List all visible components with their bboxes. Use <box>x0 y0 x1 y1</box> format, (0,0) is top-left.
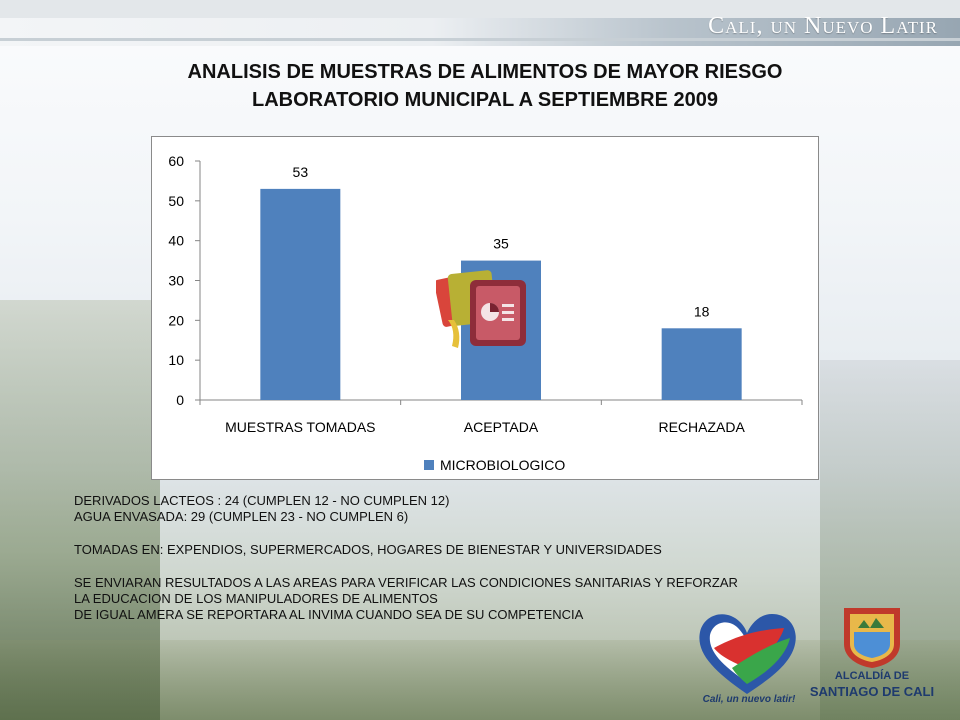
note-spacer <box>74 525 904 542</box>
legend-swatch <box>424 460 434 470</box>
note-line: TOMADAS EN: EXPENDIOS, SUPERMERCADOS, HO… <box>74 542 662 557</box>
header-bar: Cali, un Nuevo Latir <box>0 0 960 46</box>
heart-logo-icon <box>699 614 796 694</box>
x-tick-label: RECHAZADA <box>658 419 745 435</box>
brand-text: Cali, un Nuevo Latir <box>708 13 938 39</box>
page-title: ANALISIS DE MUESTRAS DE ALIMENTOS DE MAY… <box>60 58 910 114</box>
legend-label: MICROBIOLOGICO <box>440 457 565 473</box>
y-tick-label: 20 <box>168 312 184 328</box>
crest-line-2: SANTIAGO DE CALI <box>809 684 935 699</box>
y-tick-label: 50 <box>168 193 184 209</box>
header-stripe <box>0 38 960 41</box>
data-label: 18 <box>694 303 710 319</box>
y-tick-label: 10 <box>168 352 184 368</box>
note-line: LA EDUCACION DE LOS MANIPULADORES DE ALI… <box>74 591 438 606</box>
crest-logo: ALCALDÍA DE SANTIAGO DE CALI <box>806 604 938 716</box>
note-line: SE ENVIARAN RESULTADOS A LAS AREAS PARA … <box>74 575 738 590</box>
note-line: AGUA ENVASADA: 29 (CUMPLEN 23 - NO CUMPL… <box>74 509 409 524</box>
crest-line-1: ALCALDÍA DE <box>834 670 910 682</box>
note-line: DERIVADOS LACTEOS : 24 (CUMPLEN 12 - NO … <box>74 493 450 508</box>
x-tick-label: ACEPTADA <box>464 419 539 435</box>
y-tick-label: 30 <box>168 273 184 289</box>
y-tick-label: 40 <box>168 233 184 249</box>
title-line-2: LABORATORIO MUNICIPAL A SEPTIEMBRE 2009 <box>252 89 718 111</box>
heart-logo: Cali, un nuevo latir! <box>692 608 802 720</box>
note-spacer <box>74 558 904 575</box>
x-tick-label: MUESTRAS TOMADAS <box>225 419 375 435</box>
powerpoint-icon <box>434 266 532 356</box>
header-strip <box>0 0 960 18</box>
bar <box>260 188 341 400</box>
y-tick-label: 60 <box>168 153 184 169</box>
y-tick-label: 0 <box>176 392 184 408</box>
background-trees <box>0 640 960 720</box>
bar <box>661 328 742 400</box>
crest-icon <box>844 608 900 668</box>
data-label: 53 <box>293 164 309 180</box>
title-line-1: ANALISIS DE MUESTRAS DE ALIMENTOS DE MAY… <box>187 61 783 83</box>
heart-logo-caption: Cali, un nuevo latir! <box>702 694 796 705</box>
note-line: DE IGUAL AMERA SE REPORTARA AL INVIMA CU… <box>74 607 584 622</box>
data-label: 35 <box>493 236 509 252</box>
notes-block: DERIVADOS LACTEOS : 24 (CUMPLEN 12 - NO … <box>74 493 904 623</box>
